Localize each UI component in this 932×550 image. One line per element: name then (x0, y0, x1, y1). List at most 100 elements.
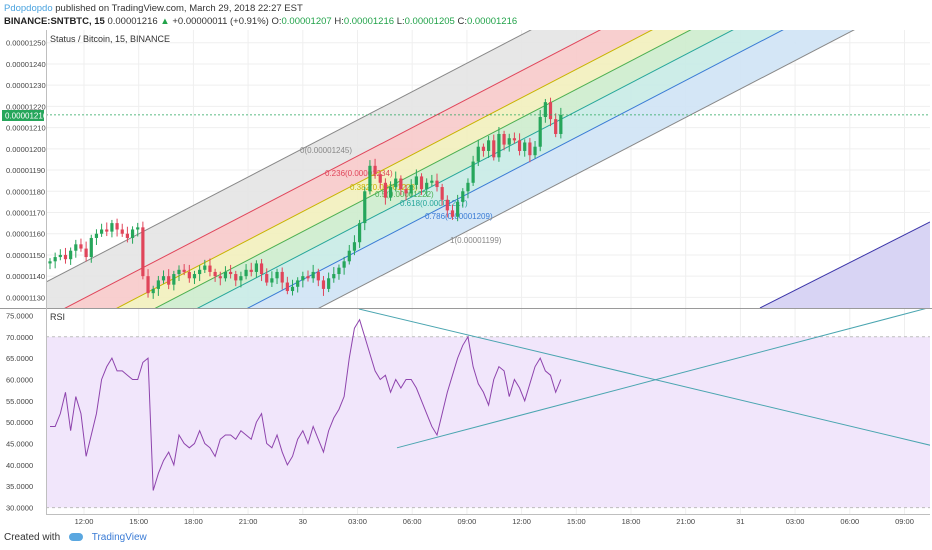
candle-body (270, 278, 274, 283)
candle-body (161, 276, 166, 281)
candle-body (105, 229, 109, 232)
candle-body (388, 187, 393, 198)
candle-body (290, 286, 295, 292)
candle-body (476, 146, 480, 162)
fib-channel[interactable]: 0(0.00001245)0.236(0.00001234)0.382(0.00… (0, 0, 932, 526)
rsi-tick-label: 60.0000 (6, 375, 33, 384)
price-tick-label: 0.00001190 (6, 166, 45, 175)
price-tick-label: 0.00001150 (6, 251, 45, 260)
fib-extension-line (759, 221, 930, 308)
price-tick-label: 0.00001200 (6, 145, 46, 154)
last-price: 0.00001216 (107, 16, 158, 27)
rsi-tick-label: 35.0000 (6, 482, 33, 491)
price-tick-label: 0.00001220 (6, 102, 46, 111)
candle-body (502, 133, 506, 145)
candle-body (265, 274, 269, 283)
rsi-tick-label: 55.0000 (6, 397, 33, 406)
candle-body (512, 138, 516, 141)
candle-body (337, 267, 341, 275)
rsi-band (46, 336, 930, 508)
candle-body (130, 229, 135, 238)
candle-body (347, 250, 351, 262)
candle-body (373, 165, 377, 175)
candle-body (172, 274, 176, 285)
candle-body (497, 133, 501, 158)
candle-body (481, 146, 486, 151)
price-change: +0.00000011 (+0.91%) (172, 16, 269, 27)
price-tick-label: 0.00001140 (6, 272, 45, 281)
fib-zone (117, 30, 691, 308)
candle-body (208, 265, 212, 272)
candle-body (141, 227, 145, 277)
candle-body (146, 276, 150, 294)
candle-body (327, 278, 331, 289)
created-with-label: Created with (4, 532, 61, 543)
candle-body (234, 274, 238, 281)
time-tick-label: 15:00 (129, 517, 148, 526)
fib-zone (46, 30, 600, 308)
candle-body (492, 140, 496, 158)
candle-body (306, 276, 310, 279)
rsi-pane-title: RSI (50, 312, 65, 322)
time-tick-label: 18:00 (622, 517, 641, 526)
symbol-label: BINANCE:SNTBTC, 15 (4, 16, 105, 27)
candle-body (259, 263, 264, 275)
fib-zone (65, 30, 652, 308)
fib-level-label: 0.236(0.00001234) (325, 169, 393, 178)
candle-body (533, 146, 537, 156)
price-tick-label: 0.00001180 (6, 187, 45, 196)
candle-body (198, 269, 202, 275)
time-tick-label: 12:00 (75, 517, 94, 526)
candle-body (487, 140, 491, 151)
candle-body (182, 269, 186, 272)
price-tick-label: 0.00001240 (6, 60, 46, 69)
high-value: 0.00001216 (343, 16, 395, 27)
candle-body (461, 191, 465, 202)
candle-body (84, 248, 88, 258)
rsi-support-trendline[interactable] (396, 307, 932, 449)
candle-body (430, 180, 434, 183)
candle-body (517, 140, 522, 151)
time-tick-label: 21:00 (676, 517, 695, 526)
candle-body (151, 288, 155, 294)
low-label: L: (396, 16, 405, 27)
time-tick-label: 06:00 (840, 517, 859, 526)
candle-body (192, 274, 197, 279)
time-tick-label: 18:00 (184, 517, 203, 526)
ohlc-line: BINANCE:SNTBTC, 15 0.00001216 ▲ +0.00000… (4, 15, 928, 28)
fib-level-label: 0.5(0.00001222) (375, 190, 434, 199)
candle-body (456, 201, 460, 217)
candle-body (528, 142, 532, 156)
low-value: 0.00001205 (404, 16, 455, 27)
candle-body (110, 223, 114, 232)
price-tick-label: 0.00001160 (6, 230, 45, 239)
tradingview-brand-link[interactable]: TradingView (91, 532, 147, 543)
time-tick-label: 06:00 (403, 517, 422, 526)
price-pane-title: Status / Bitcoin, 15, BINANCE (50, 34, 170, 44)
candle-body (368, 165, 372, 192)
candle-body (100, 229, 104, 234)
candle-body (471, 161, 475, 183)
rsi-resistance-trendline[interactable] (358, 309, 932, 446)
publish-line: Pdopdopdo published on TradingView.com, … (4, 2, 928, 15)
candle-body (223, 271, 228, 279)
high-label: H: (334, 16, 344, 27)
time-tick-label: 15:00 (567, 517, 586, 526)
candle-body (363, 191, 367, 224)
author-link[interactable]: Pdopdopdo (4, 3, 53, 14)
fib-level-line (318, 30, 855, 308)
open-label: O: (271, 16, 282, 27)
candle-body (213, 271, 217, 277)
candle-body (316, 271, 320, 281)
candle-body (311, 271, 315, 279)
time-tick-label: 12:00 (512, 517, 531, 526)
candle-body (435, 180, 439, 188)
candle-body (115, 223, 119, 230)
fib-zone (155, 30, 733, 308)
candle-body (94, 233, 99, 238)
candle-body (440, 187, 444, 200)
price-tick-label: 0.00001130 (6, 293, 45, 302)
rsi-tick-label: 50.0000 (6, 418, 33, 427)
candle-body (419, 176, 424, 190)
